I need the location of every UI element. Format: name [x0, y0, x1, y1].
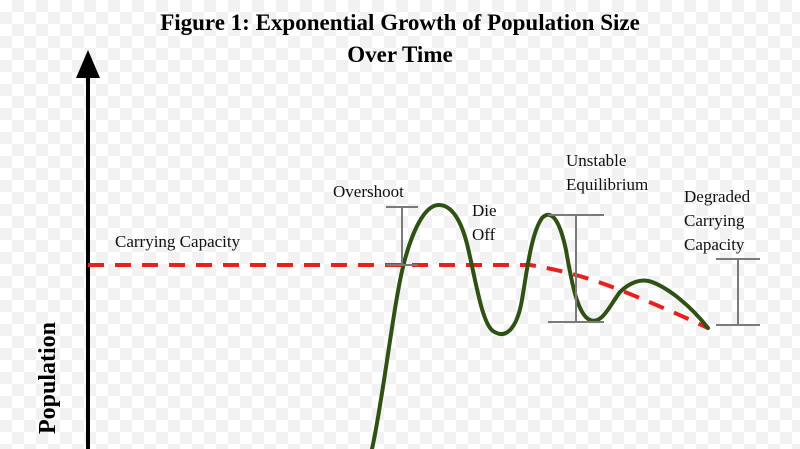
- die-off-label-line1: Die: [472, 201, 497, 220]
- figure-title-line2: Over Time: [347, 42, 452, 67]
- degraded-label-line2: Carrying: [684, 211, 745, 230]
- figure-title-line1: Figure 1: Exponential Growth of Populati…: [160, 10, 640, 35]
- overshoot-label: Overshoot: [333, 182, 404, 201]
- overshoot-bracket: [386, 206, 418, 266]
- die-off-label-line2: Off: [472, 225, 496, 244]
- unstable-label-line2: Equilibrium: [566, 175, 648, 194]
- degraded-label-line3: Capacity: [684, 235, 745, 254]
- carrying-capacity-line: [88, 263, 709, 330]
- y-axis-label: Population: [35, 322, 61, 434]
- unstable-label-line1: Unstable: [566, 151, 626, 170]
- carrying-capacity-label: Carrying Capacity: [115, 232, 241, 251]
- degraded-label-line1: Degraded: [684, 187, 751, 206]
- population-curve: [370, 203, 710, 449]
- y-axis-arrowhead: [76, 50, 100, 78]
- unstable-equilibrium-bracket: [548, 214, 604, 323]
- degraded-capacity-bracket: [716, 258, 760, 326]
